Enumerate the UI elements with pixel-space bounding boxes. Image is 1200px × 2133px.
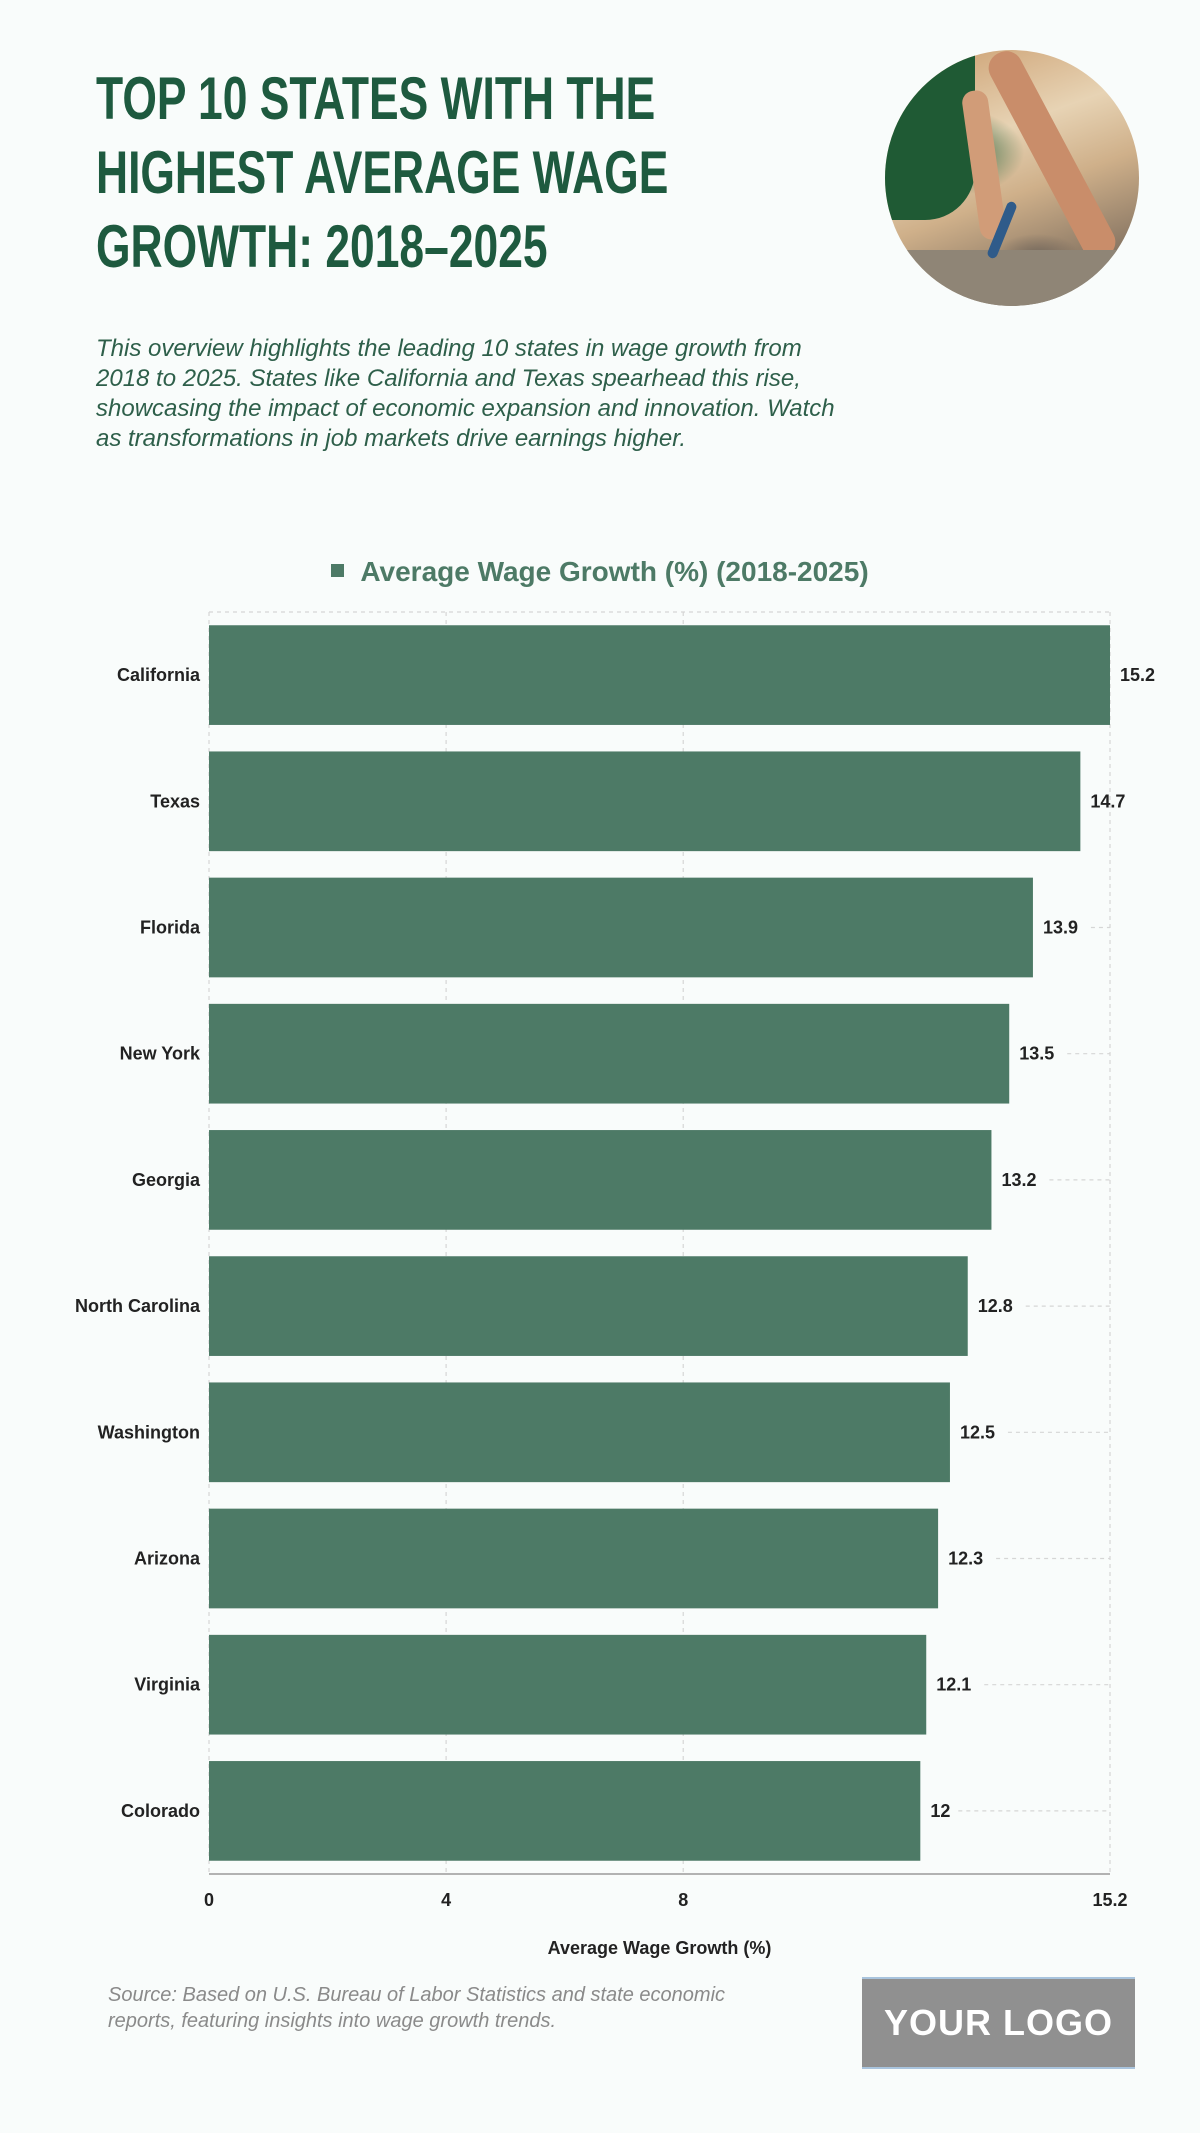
category-label: Arizona xyxy=(134,1549,201,1569)
value-label: 15.2 xyxy=(1120,665,1155,685)
photo-slab-shape xyxy=(905,250,1139,306)
value-label: 13.9 xyxy=(1043,918,1078,938)
bar xyxy=(209,1761,921,1861)
x-tick-label: 4 xyxy=(441,1890,451,1910)
bar xyxy=(209,1382,950,1483)
bar xyxy=(209,751,1081,852)
value-label: 12.5 xyxy=(960,1422,995,1442)
chart-x-axis: 0 4 8 15.2 xyxy=(204,1873,1128,1910)
bar xyxy=(209,877,1033,978)
category-label: Texas xyxy=(150,791,200,811)
bar xyxy=(209,1634,927,1735)
category-label: Florida xyxy=(140,918,201,938)
legend-swatch xyxy=(331,564,345,578)
source-note: Source: Based on U.S. Bureau of Labor St… xyxy=(108,1984,726,2032)
construction-worker-photo xyxy=(885,50,1139,306)
chart-category-labels: California Texas Florida New York Georgia Nor… xyxy=(75,665,201,1821)
category-label: California xyxy=(117,665,201,685)
category-label: Washington xyxy=(98,1422,200,1442)
legend-label: Average Wage Growth (%) (2018-2025) xyxy=(360,556,869,587)
category-label: North Carolina xyxy=(75,1296,201,1316)
bar xyxy=(209,1508,939,1609)
category-label: Colorado xyxy=(121,1801,200,1821)
value-label: 12.3 xyxy=(948,1549,983,1569)
bar xyxy=(209,625,1110,725)
category-label: New York xyxy=(120,1044,201,1064)
bar xyxy=(209,1003,1010,1104)
page-title: TOP 10 STATES WITH THE HIGHEST AVERAGE W… xyxy=(96,65,669,280)
category-label: Virginia xyxy=(134,1675,201,1695)
chart-bars xyxy=(209,625,1110,1861)
page-description: This overview highlights the leading 10 … xyxy=(96,335,835,452)
value-label: 13.5 xyxy=(1019,1044,1054,1064)
value-label: 13.2 xyxy=(1001,1170,1036,1190)
bar-chart: California Texas Florida New York Georgia Nor… xyxy=(75,611,1155,1958)
x-axis-title: Average Wage Growth (%) xyxy=(548,1938,772,1958)
x-tick-label: 0 xyxy=(204,1890,214,1910)
category-label: Georgia xyxy=(132,1170,201,1190)
bar xyxy=(209,1256,968,1356)
x-tick-label: 8 xyxy=(678,1890,688,1910)
chart-legend: Average Wage Growth (%) (2018-2025) xyxy=(0,556,1200,588)
photo-shirt-shape xyxy=(885,50,975,220)
value-label: 12 xyxy=(930,1801,950,1821)
value-label: 14.7 xyxy=(1090,791,1125,811)
value-label: 12.8 xyxy=(978,1296,1013,1316)
value-label: 12.1 xyxy=(936,1675,971,1695)
chart-value-labels: 15.2 14.7 13.9 13.5 13.2 12.8 12.5 12.3 12.1 12 xyxy=(930,665,1155,1821)
x-tick-label: 15.2 xyxy=(1092,1890,1127,1910)
logo-placeholder: YOUR LOGO xyxy=(862,1977,1135,2069)
bar xyxy=(209,1130,992,1230)
